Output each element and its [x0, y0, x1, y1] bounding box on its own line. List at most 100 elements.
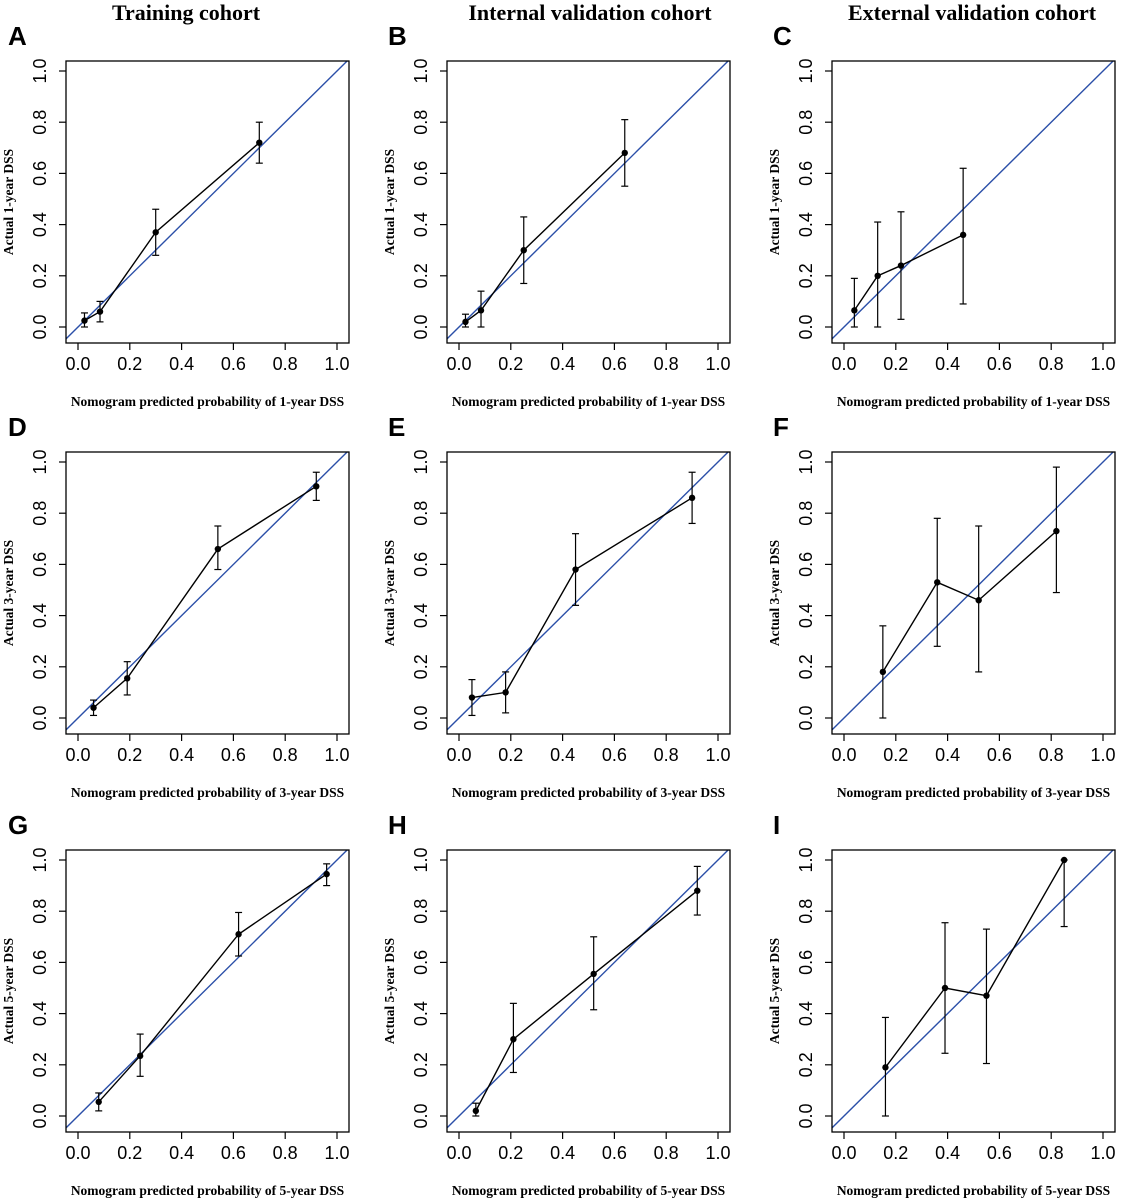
panel-e-x-tick-label: 0.0	[446, 745, 471, 765]
panel-c-calibration-line	[853, 234, 964, 311]
panel-a-data-point	[256, 139, 263, 146]
panel-i-frame	[831, 849, 1116, 1133]
panel-b-y-tick-label: 0.6	[411, 161, 431, 186]
panel-f-y-axis-label: Actual 3-year DSS	[767, 540, 782, 646]
panel-c-x-tick-label: 1.0	[1090, 354, 1115, 374]
panel-g-x-tick-label: 0.6	[221, 1143, 246, 1163]
panel-d-x-tick-label: 0.6	[221, 745, 246, 765]
panel-f-letter: F	[773, 412, 789, 442]
panel-e-y-tick-label: 1.0	[411, 449, 431, 474]
panel-a-y-tick-label: 0.2	[30, 263, 50, 288]
panel-d-x-tick-label: 0.0	[65, 745, 90, 765]
panel-h-calibration-line	[475, 890, 698, 1112]
panel-h-reference-line	[447, 850, 730, 1129]
panel-c-x-tick-label: 0.0	[831, 354, 856, 374]
panel-b-y-axis-label: Actual 1-year DSS	[382, 149, 397, 255]
panel-h-y-tick-label: 0.8	[411, 899, 431, 924]
panel-h-x-tick-label: 0.6	[602, 1143, 627, 1163]
panel-f-y-tick-label: 1.0	[796, 449, 816, 474]
panel-c-y-tick-label: 0.2	[796, 263, 816, 288]
panel-h-letter: H	[388, 810, 407, 840]
panel-a-frame	[65, 60, 350, 344]
panel-c-x-tick-label: 0.6	[987, 354, 1012, 374]
panel-b-letter: B	[388, 21, 407, 51]
panel-d-x-axis-label: Nomogram predicted probability of 3-year…	[71, 785, 344, 800]
panel-g: G 0.0 0.2 0.4 0.6 0.8 1.0 0.0 0.2 0.4 0.6 0.8 1.0 Nom…	[1, 810, 350, 1198]
panel-i-y-tick-label: 0.8	[796, 899, 816, 924]
column-title-external: External validation cohort	[848, 0, 1097, 25]
panel-a-x-tick-label: 0.6	[221, 354, 246, 374]
panel-a: A 0.0 0.2 0.4 0.6 0.8 1.0 0.0 0.2 0.4 0.6 0.8 1.0 Nom…	[1, 21, 350, 409]
panel-a-y-tick-label: 0.8	[30, 110, 50, 135]
panel-g-y-tick-label: 0.2	[30, 1052, 50, 1077]
panel-a-x-tick-label: 0.8	[273, 354, 298, 374]
panel-e-x-tick-label: 0.4	[550, 745, 575, 765]
panel-h-data-point	[694, 887, 701, 894]
panel-c-data-point	[959, 231, 967, 239]
panel-e-y-tick-label: 0.6	[411, 552, 431, 577]
panel-i-x-tick-label: 0.8	[1039, 1143, 1064, 1163]
panel-h-y-tick-label: 0.6	[411, 950, 431, 975]
panel-g-y-tick-label: 0.0	[30, 1103, 50, 1128]
panel-b-x-tick-label: 0.0	[446, 354, 471, 374]
panel-c-frame	[831, 60, 1116, 344]
panel-f-data-point	[934, 579, 941, 586]
panel-g-y-tick-label: 0.6	[30, 950, 50, 975]
panel-a-y-axis-label: Actual 1-year DSS	[1, 149, 16, 255]
panel-c-letter: C	[773, 21, 792, 51]
panel-i: I 0.0 0.2 0.4 0.6 0.8 1.0 0.0 0.2 0.4 0.6 0.8 1.0 Nom…	[767, 810, 1116, 1198]
panel-c-y-tick-label: 0.0	[796, 314, 816, 339]
panel-d-x-tick-label: 0.4	[169, 745, 194, 765]
panel-d-letter: D	[8, 412, 27, 442]
panel-d-x-tick-label: 0.2	[117, 745, 142, 765]
panel-f-x-tick-label: 0.4	[935, 745, 960, 765]
column-title-internal: Internal validation cohort	[468, 0, 712, 25]
panel-g-x-tick-label: 1.0	[324, 1143, 349, 1163]
panel-a-y-tick-label: 0.6	[30, 161, 50, 186]
panel-b-frame	[446, 60, 731, 344]
panel-i-letter: I	[773, 810, 780, 840]
panel-b-data-point	[462, 318, 469, 326]
panel-i-error-bar	[1060, 859, 1068, 928]
panel-i-y-tick-label: 1.0	[796, 847, 816, 872]
panel-f-data-point	[975, 597, 982, 604]
panel-f-y-tick-label: 0.4	[796, 603, 816, 628]
panel-h-x-tick-label: 1.0	[705, 1143, 730, 1163]
panel-b-x-tick-label: 0.8	[654, 354, 679, 374]
panel-i-data-point	[882, 1064, 889, 1071]
panel-g-x-tick-label: 0.2	[117, 1143, 142, 1163]
panel-d-y-tick-label: 0.2	[30, 654, 50, 679]
panel-d-y-tick-label: 0.4	[30, 603, 50, 628]
panel-b-calibration-line	[465, 152, 626, 323]
panel-d-y-tick-label: 0.8	[30, 501, 50, 526]
panel-e-y-tick-label: 0.4	[411, 603, 431, 628]
panel-b-y-tick-label: 0.2	[411, 263, 431, 288]
panel-c-data-point	[897, 262, 905, 269]
panel-e-y-tick-label: 0.2	[411, 654, 431, 679]
panel-h-y-axis-label: Actual 5-year DSS	[382, 938, 397, 1044]
panel-f-y-tick-label: 0.8	[796, 501, 816, 526]
panel-d-y-tick-label: 0.0	[30, 705, 50, 730]
panel-a-x-tick-label: 0.4	[169, 354, 194, 374]
panel-a-x-tick-label: 0.0	[65, 354, 90, 374]
panel-i-calibration-line	[884, 859, 1065, 1068]
panel-f-y-tick-label: 0.6	[796, 552, 816, 577]
panel-d-y-axis-label: Actual 3-year DSS	[1, 540, 16, 646]
panel-i-x-tick-label: 0.4	[935, 1143, 960, 1163]
panel-g-x-tick-label: 0.0	[65, 1143, 90, 1163]
panel-h-data-point	[590, 970, 597, 978]
panel-g-data-point	[323, 870, 330, 878]
panel-a-reference-line	[66, 61, 349, 340]
panel-g-frame	[65, 849, 350, 1133]
panel-f-y-tick-label: 0.2	[796, 654, 816, 679]
panel-c-y-tick-label: 0.8	[796, 110, 816, 135]
panel-g-letter: G	[8, 810, 28, 840]
panel-b-reference-line	[447, 61, 730, 340]
panel-h-x-tick-label: 0.2	[498, 1143, 523, 1163]
panel-d-reference-line	[66, 452, 349, 731]
panel-a-x-tick-label: 0.2	[117, 354, 142, 374]
panel-d-frame	[65, 451, 350, 735]
panel-a-y-tick-label: 0.4	[30, 212, 50, 237]
panel-h-x-axis-label: Nomogram predicted probability of 5-year…	[452, 1183, 725, 1198]
